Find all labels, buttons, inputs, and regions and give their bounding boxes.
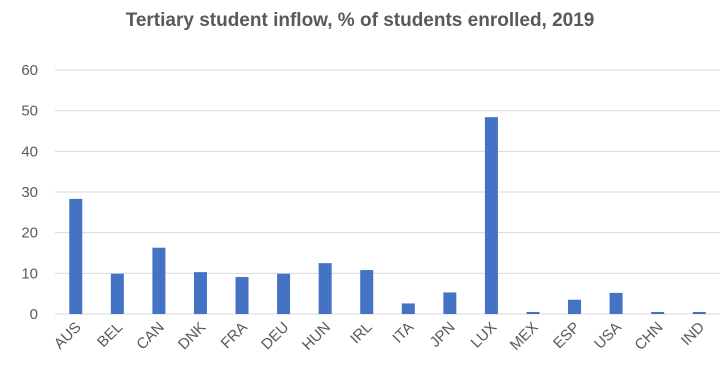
x-tick-label-can: CAN xyxy=(133,319,167,353)
bar-hun xyxy=(318,263,332,314)
bars xyxy=(69,117,706,314)
bar-chn xyxy=(651,311,665,314)
y-tick-label: 20 xyxy=(21,225,38,242)
x-tick-label-mex: MEX xyxy=(507,319,542,354)
x-tick-label-jpn: JPN xyxy=(427,319,459,351)
y-tick-label: 0 xyxy=(30,306,38,323)
bar-usa xyxy=(609,292,623,314)
bar-esp xyxy=(568,299,582,314)
bar-mex xyxy=(526,311,540,314)
x-tick-label-esp: ESP xyxy=(550,319,583,352)
chart-title: Tertiary student inflow, % of students e… xyxy=(125,10,595,31)
x-tick-label-lux: LUX xyxy=(468,319,501,352)
bar-dnk xyxy=(193,272,207,314)
bar-can xyxy=(152,247,166,314)
x-axis-ticks: AUS BEL CAN DNK FRA DEU HUN IRL ITA JPN LUX MEX ESP U… xyxy=(51,319,708,354)
bar-aus xyxy=(69,198,83,314)
x-tick-label-chn: CHN xyxy=(631,319,666,354)
x-tick-label-hun: HUN xyxy=(299,319,334,354)
bar-fra xyxy=(235,276,249,314)
y-axis-ticks: 0 10 20 30 40 50 60 xyxy=(21,62,38,323)
bar-lux xyxy=(484,117,498,314)
y-tick-label: 60 xyxy=(21,62,38,79)
x-tick-label-irl: IRL xyxy=(347,319,376,348)
y-tick-label: 40 xyxy=(21,143,38,160)
x-tick-label-ind: IND xyxy=(678,319,708,349)
bar-ind xyxy=(692,311,706,314)
bar-jpn xyxy=(443,292,457,314)
x-tick-label-dnk: DNK xyxy=(175,319,209,353)
x-tick-label-ita: ITA xyxy=(389,319,417,347)
bar-irl xyxy=(360,270,374,314)
y-tick-label: 10 xyxy=(21,265,38,282)
x-tick-label-bel: BEL xyxy=(94,319,126,351)
x-tick-label-aus: AUS xyxy=(51,319,85,353)
gridlines xyxy=(55,69,720,315)
bar-ita xyxy=(401,303,415,314)
bar-bel xyxy=(110,273,124,314)
y-tick-label: 30 xyxy=(21,184,38,201)
bar-deu xyxy=(277,273,291,314)
x-tick-label-fra: FRA xyxy=(218,319,251,352)
y-tick-label: 50 xyxy=(21,103,38,120)
x-tick-label-deu: DEU xyxy=(258,319,292,353)
x-tick-label-usa: USA xyxy=(591,319,625,353)
